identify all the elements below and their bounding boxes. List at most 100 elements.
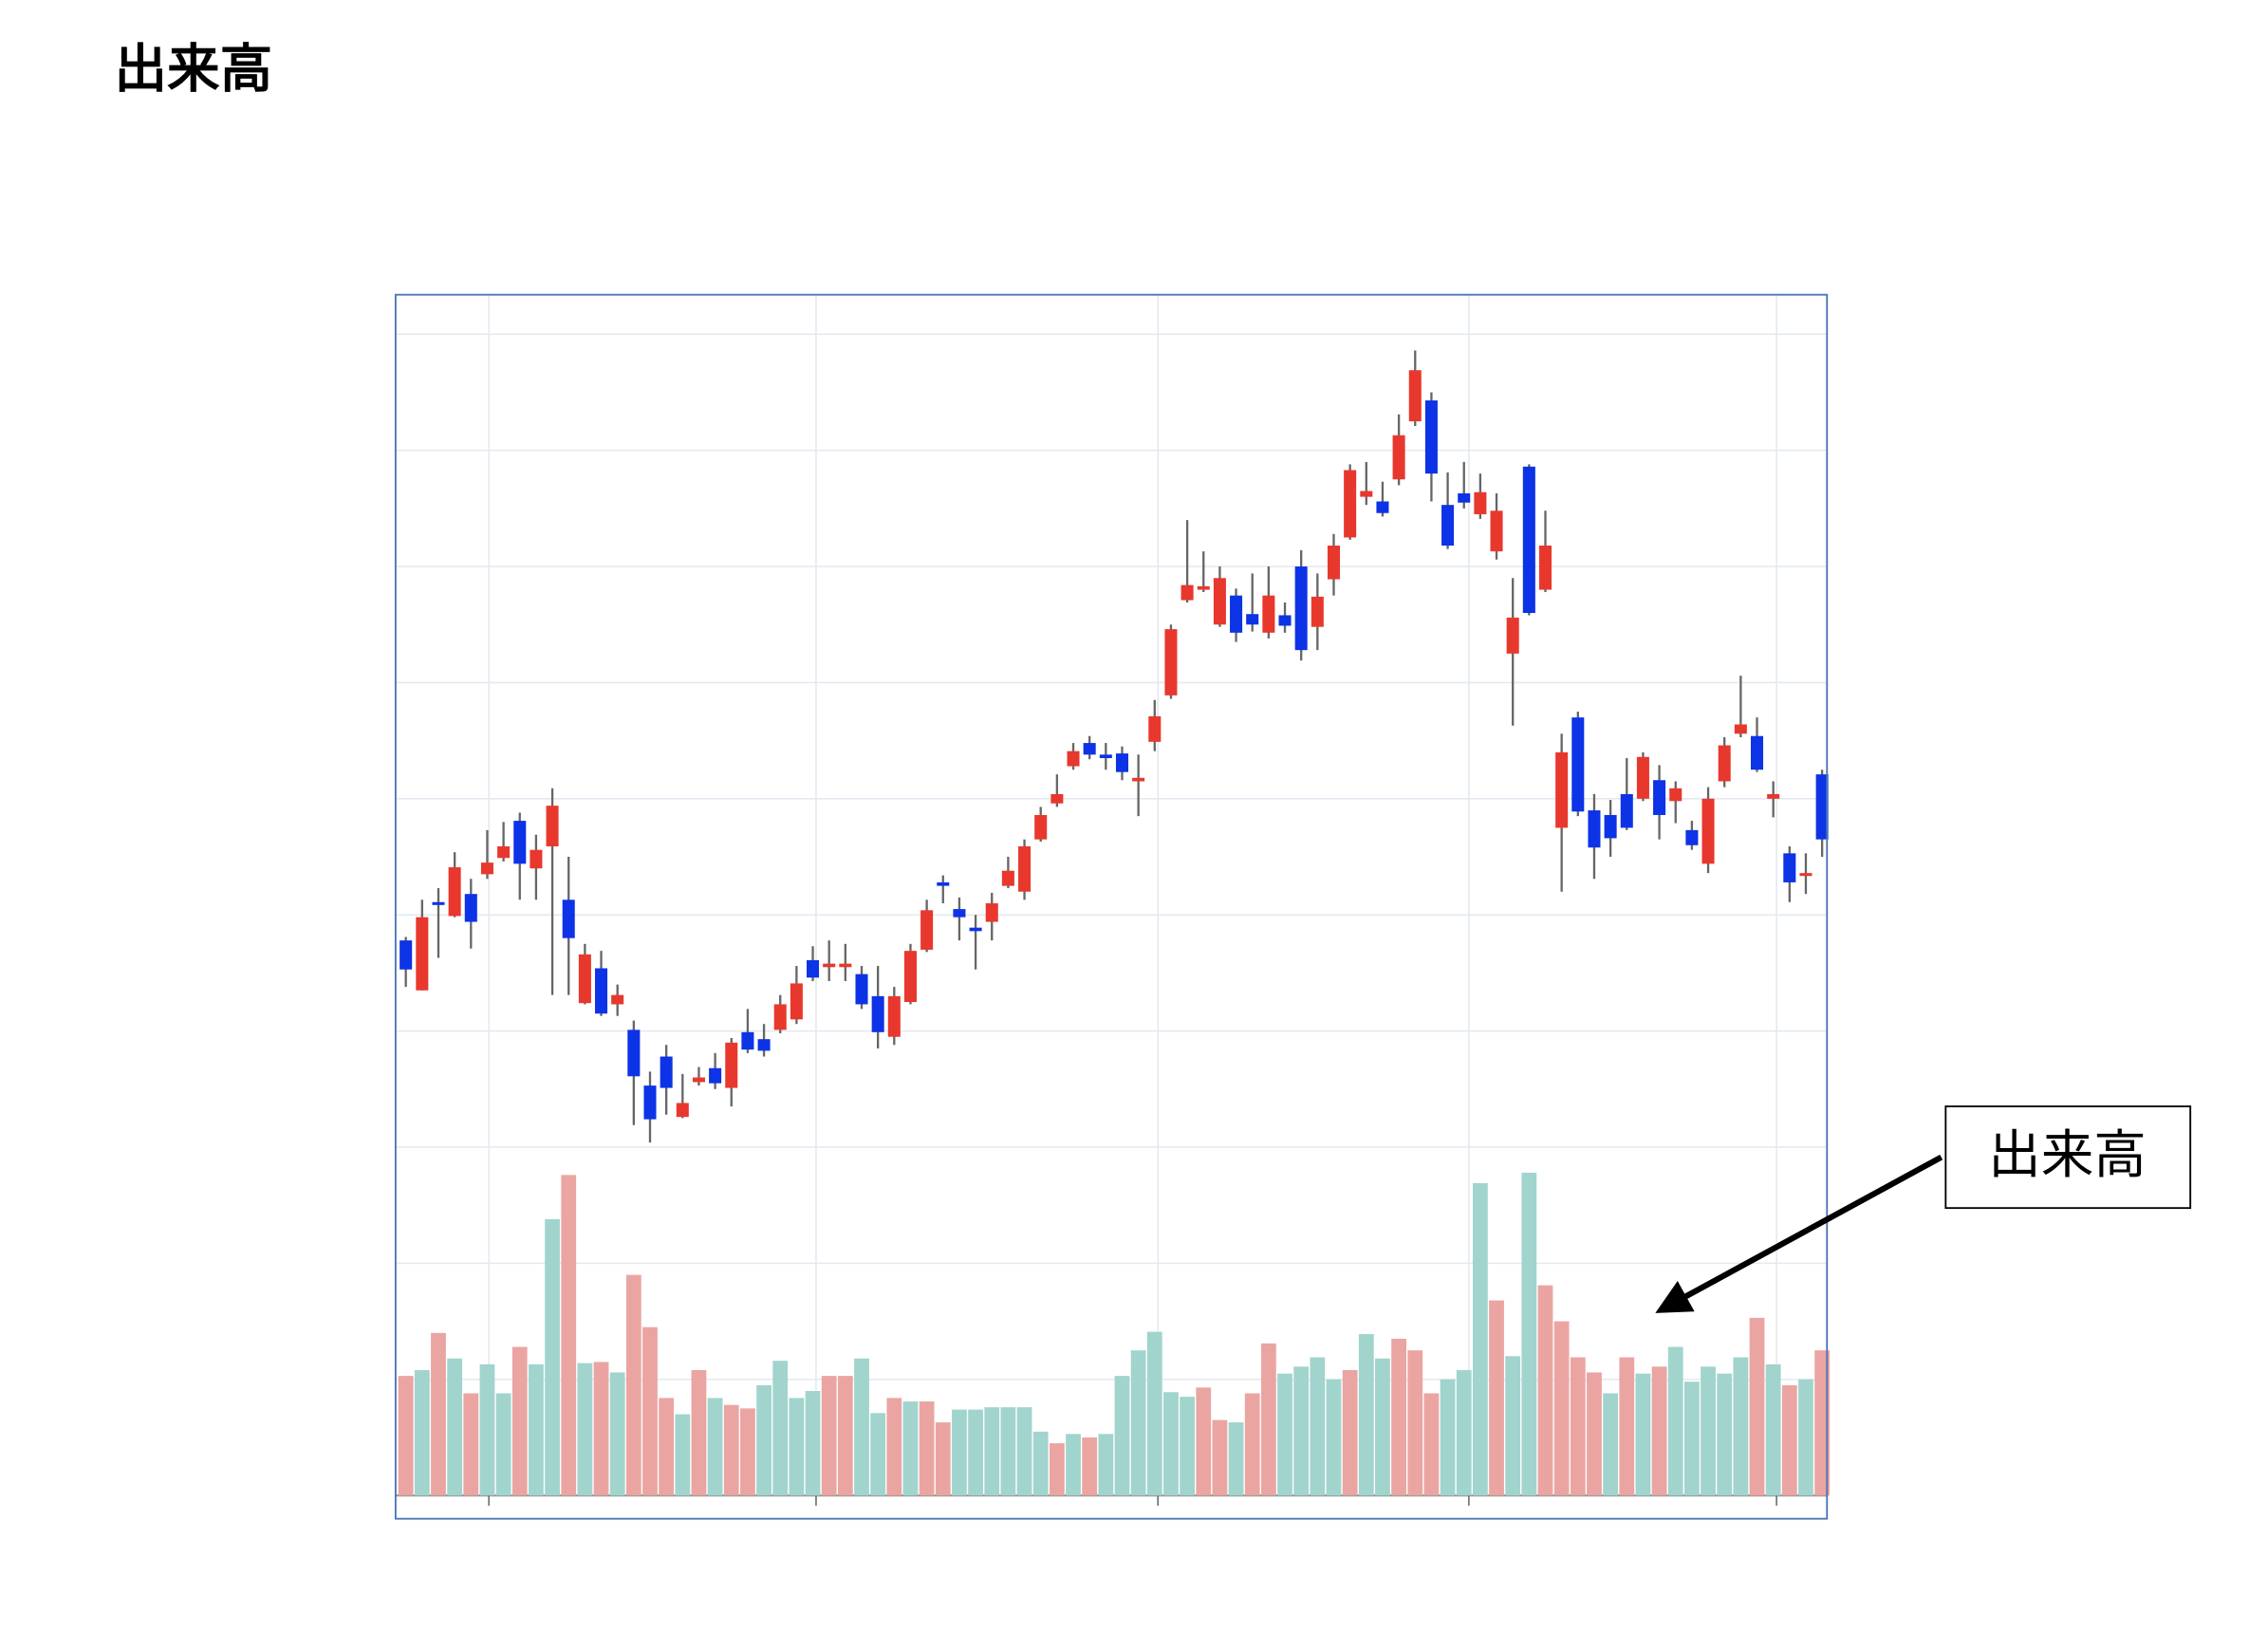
volume-bar <box>414 1369 430 1496</box>
volume-bar <box>1260 1343 1276 1496</box>
candle-body <box>1474 491 1487 514</box>
candle-body <box>464 894 477 922</box>
candle-body <box>400 940 413 970</box>
volume-bar <box>625 1274 641 1496</box>
candle-body <box>1376 501 1389 513</box>
candle-body <box>709 1067 722 1084</box>
volume-bar <box>398 1376 414 1496</box>
volume-bar <box>1587 1372 1602 1496</box>
candle-body <box>546 806 559 846</box>
volume-bar <box>1456 1369 1472 1496</box>
candle-body <box>937 881 950 886</box>
candle-body <box>903 951 917 1003</box>
volume-bar <box>772 1361 789 1496</box>
volume-bar <box>1358 1334 1374 1496</box>
volume-bar <box>1701 1366 1716 1496</box>
candle-body <box>1311 596 1324 627</box>
candle-body <box>887 995 901 1037</box>
volume-bar <box>1130 1350 1146 1496</box>
candle-body <box>1441 505 1455 547</box>
callout-arrow <box>1655 1154 1943 1313</box>
volume-bar <box>1375 1358 1390 1496</box>
volume-bar <box>495 1393 511 1496</box>
candle-body <box>1392 435 1405 480</box>
volume-bar <box>1114 1376 1130 1496</box>
volume-bar <box>837 1376 853 1496</box>
volume-bar <box>609 1372 625 1496</box>
volume-bar <box>1717 1373 1733 1496</box>
plot-frame <box>394 293 1829 1520</box>
candle-body <box>1685 829 1699 845</box>
candle-body <box>627 1029 641 1077</box>
volume-bar <box>1180 1397 1195 1496</box>
volume-bar <box>545 1218 560 1496</box>
volume-bar <box>1521 1172 1537 1496</box>
volume-bar <box>593 1362 609 1496</box>
candle-body <box>839 963 852 968</box>
volume-bar <box>789 1398 805 1496</box>
volume-bar <box>1244 1393 1260 1496</box>
volume-bar <box>707 1398 723 1496</box>
candle-body <box>1327 546 1341 580</box>
candle-body <box>611 994 624 1005</box>
candle-body <box>823 963 836 968</box>
candle-body <box>1408 370 1422 422</box>
candle-body <box>1132 777 1145 782</box>
candle-body <box>416 917 429 991</box>
candle-body <box>1148 715 1162 742</box>
volume-bar <box>1082 1437 1098 1496</box>
candle-body <box>1001 870 1014 886</box>
candle-body <box>660 1056 673 1088</box>
candle-body <box>643 1085 657 1120</box>
candle-body <box>676 1103 689 1118</box>
candle-body <box>757 1039 771 1051</box>
volume-bar <box>463 1393 479 1496</box>
candle-body <box>1588 810 1601 848</box>
volume-bar <box>854 1358 869 1496</box>
candle-body <box>530 849 543 869</box>
candle-body <box>1213 578 1226 625</box>
candle-body <box>855 974 868 1005</box>
candle-body <box>1278 615 1292 626</box>
volume-bar <box>935 1422 951 1496</box>
volume-bar <box>1537 1285 1553 1496</box>
volume-bar <box>1000 1407 1016 1496</box>
candle-body <box>871 995 884 1032</box>
volume-bar <box>1651 1366 1667 1496</box>
volume-bar <box>919 1401 935 1496</box>
volume-bar <box>659 1398 675 1496</box>
volume-bar <box>968 1409 983 1496</box>
volume-bar <box>1146 1331 1162 1496</box>
candle-body <box>1344 470 1357 538</box>
candle-body <box>1067 751 1080 767</box>
candle-body <box>1099 754 1112 758</box>
volume-bar <box>1603 1393 1619 1496</box>
volume-bar <box>821 1376 837 1496</box>
volume-bar <box>511 1346 528 1496</box>
volume-bar <box>1781 1384 1797 1496</box>
volume-bar <box>431 1332 446 1496</box>
candle-body <box>773 1004 787 1030</box>
candle-body <box>1262 595 1275 633</box>
candle-body <box>1538 546 1552 590</box>
volume-bar <box>1163 1392 1179 1496</box>
volume-bar <box>1684 1382 1700 1496</box>
volume-bar <box>902 1401 919 1496</box>
candle-body <box>1050 793 1064 804</box>
page-title: 出来高 <box>114 40 272 101</box>
candle-body <box>1783 853 1796 882</box>
candle-body <box>1164 629 1178 695</box>
volume-bar <box>1098 1434 1114 1496</box>
volume-bar <box>1016 1407 1032 1496</box>
plot-area <box>395 294 1831 1506</box>
callout-label: 出来高 <box>1988 1125 2147 1186</box>
candle-body <box>1083 743 1096 755</box>
volume-bar <box>1749 1317 1765 1496</box>
volume-bar <box>1407 1350 1423 1496</box>
candle-body <box>1360 491 1373 497</box>
candle-body <box>1767 793 1780 799</box>
volume-bar <box>1212 1419 1228 1496</box>
candle-body <box>1490 510 1503 552</box>
volume-bar <box>1635 1373 1651 1496</box>
